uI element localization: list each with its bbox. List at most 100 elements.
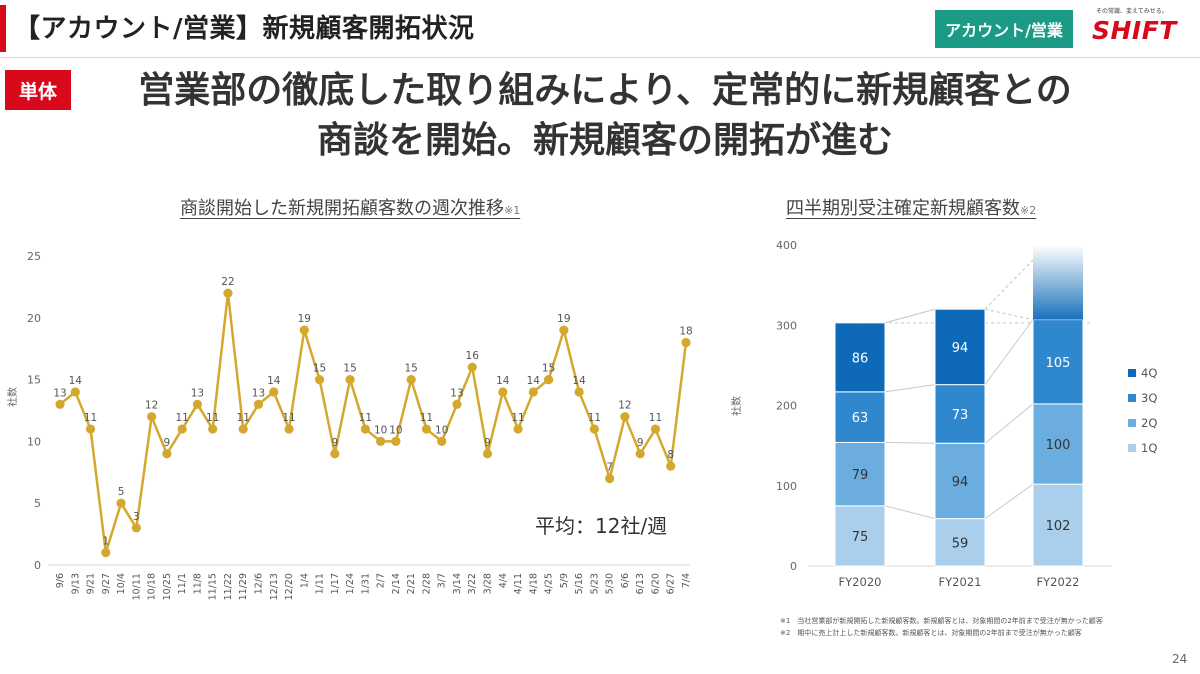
line-data-label: 16 — [466, 350, 480, 362]
line-point — [360, 424, 370, 434]
line-y-tick-label: 10 — [27, 435, 41, 448]
line-data-label: 15 — [343, 363, 356, 375]
line-x-tick-label: 10/25 — [162, 573, 173, 600]
bar-connector-line — [984, 319, 1034, 385]
line-x-tick-label: 11/1 — [177, 573, 188, 594]
line-x-tick-label: 9/21 — [86, 573, 97, 594]
line-data-label: 11 — [359, 412, 372, 424]
line-data-label: 7 — [606, 461, 613, 473]
bar-data-label: 94 — [952, 341, 969, 356]
line-chart-title-text: 商談開始した新規開拓顧客数の週次推移 — [180, 198, 504, 219]
bar-segment-1q — [1032, 483, 1084, 567]
line-point — [253, 399, 264, 409]
bar-dashed-ref — [984, 259, 1034, 310]
line-y-tick-label: 15 — [27, 374, 41, 387]
line-point — [238, 424, 248, 434]
logo-tagline: その常識、変えてみせる。 — [1096, 8, 1168, 15]
line-x-tick-label: 6/13 — [635, 573, 646, 594]
line-data-label: 9 — [637, 437, 644, 449]
line-point — [192, 399, 203, 409]
line-x-tick-label: 2/28 — [421, 573, 432, 594]
line-x-tick-label: 11/15 — [208, 573, 219, 600]
line-y-tick-label: 25 — [27, 250, 41, 263]
bar-y-tick-label: 0 — [790, 560, 797, 573]
line-x-tick-label: 1/4 — [299, 573, 310, 588]
bar-segment-2q — [934, 442, 986, 520]
legend-swatch-3q — [1128, 394, 1136, 402]
line-chart-note: ※1 — [504, 204, 521, 217]
bar-connector-line — [984, 483, 1034, 520]
line-point — [330, 449, 340, 459]
line-point — [666, 461, 676, 471]
line-data-label: 9 — [484, 437, 491, 449]
line-data-label: 19 — [557, 313, 570, 325]
line-x-tick-label: 10/4 — [116, 573, 127, 594]
line-point — [406, 375, 416, 385]
line-data-label: 11 — [84, 412, 97, 424]
line-x-tick-label: 4/25 — [544, 573, 555, 594]
line-data-label: 10 — [374, 424, 387, 436]
line-point — [223, 288, 233, 298]
line-x-tick-label: 2/7 — [376, 573, 387, 588]
bar-connector-line — [884, 441, 936, 444]
footnote-2: ※2 期中に売上計上した新規顧客数。新規顧客とは、対象期間の2年前まで受注が無か… — [780, 629, 1082, 637]
line-x-tick-label: 3/7 — [437, 573, 448, 588]
line-point — [589, 424, 599, 434]
legend-swatch-4q — [1128, 369, 1136, 377]
line-data-label: 1 — [102, 536, 109, 548]
line-data-label: 13 — [450, 387, 463, 399]
header: 【アカウント/営業】新規顧客開拓状況 アカウント/営業 その常識、変えてみせる。… — [0, 0, 1200, 58]
bar-x-tick-label: FY2022 — [1037, 575, 1080, 589]
footnote-1: ※1 当社営業部が新規開拓した新規顧客数。新規顧客とは、対象期間の2年前まで受注… — [780, 617, 1103, 625]
line-data-label: 11 — [175, 412, 188, 424]
line-x-tick-label: 1/24 — [345, 573, 356, 594]
bar-segment-4q — [934, 308, 986, 386]
line-data-label: 15 — [313, 363, 326, 375]
bar-segment-3q — [1032, 319, 1084, 405]
bar-y-axis-label: 社数 — [730, 396, 743, 416]
line-x-tick-label: 2/21 — [406, 573, 417, 594]
line-point — [70, 387, 80, 397]
footnotes: ※1 当社営業部が新規開拓した新規顧客数。新規顧客とは、対象期間の2年前まで受注… — [780, 615, 1103, 639]
line-point — [498, 387, 508, 397]
line-x-tick-label: 12/13 — [269, 573, 280, 600]
line-point — [467, 362, 477, 372]
bar-connector-line — [984, 403, 1034, 444]
line-point — [605, 473, 615, 484]
line-data-label: 18 — [679, 326, 692, 338]
line-x-tick-label: 9/13 — [70, 573, 81, 594]
line-x-tick-label: 12/20 — [284, 573, 295, 600]
scope-badge: 単体 — [5, 70, 71, 110]
line-point — [650, 424, 661, 434]
line-x-tick-label: 1/11 — [315, 573, 326, 594]
line-x-tick-label: 11/29 — [238, 573, 249, 600]
headline: 営業部の徹底した取り組みにより、定常的に新規顧客との 商談を開始。新規顧客の開拓… — [95, 66, 1115, 166]
legend-label-2q: 2Q — [1141, 416, 1157, 430]
page-title: 【アカウント/営業】新規顧客開拓状況 — [14, 14, 475, 44]
line-point — [391, 436, 401, 446]
line-data-label: 14 — [267, 375, 281, 387]
legend-label-4q: 4Q — [1141, 366, 1157, 380]
line-x-tick-label: 3/28 — [483, 573, 494, 594]
line-data-label: 14 — [572, 375, 586, 387]
line-x-tick-label: 7/4 — [681, 573, 692, 588]
line-data-label: 12 — [618, 400, 631, 412]
line-data-label: 13 — [53, 387, 66, 399]
line-data-label: 3 — [133, 511, 140, 523]
bar-segment-projection — [1033, 245, 1083, 320]
section-tag: アカウント/営業 — [935, 10, 1073, 48]
line-x-tick-label: 12/6 — [253, 573, 264, 594]
line-point — [314, 375, 325, 385]
line-data-label: 10 — [435, 424, 448, 436]
bar-data-label: 100 — [1046, 438, 1071, 453]
bar-y-tick-label: 300 — [776, 319, 797, 332]
line-data-label: 10 — [389, 424, 402, 436]
legend-label-1q: 1Q — [1141, 441, 1157, 455]
bar-data-label: 94 — [952, 475, 969, 490]
line-x-tick-label: 1/17 — [330, 573, 341, 594]
bar-y-tick-label: 400 — [776, 239, 797, 252]
line-x-tick-label: 3/14 — [452, 573, 463, 594]
line-point — [513, 424, 523, 434]
line-y-tick-label: 20 — [27, 312, 41, 325]
